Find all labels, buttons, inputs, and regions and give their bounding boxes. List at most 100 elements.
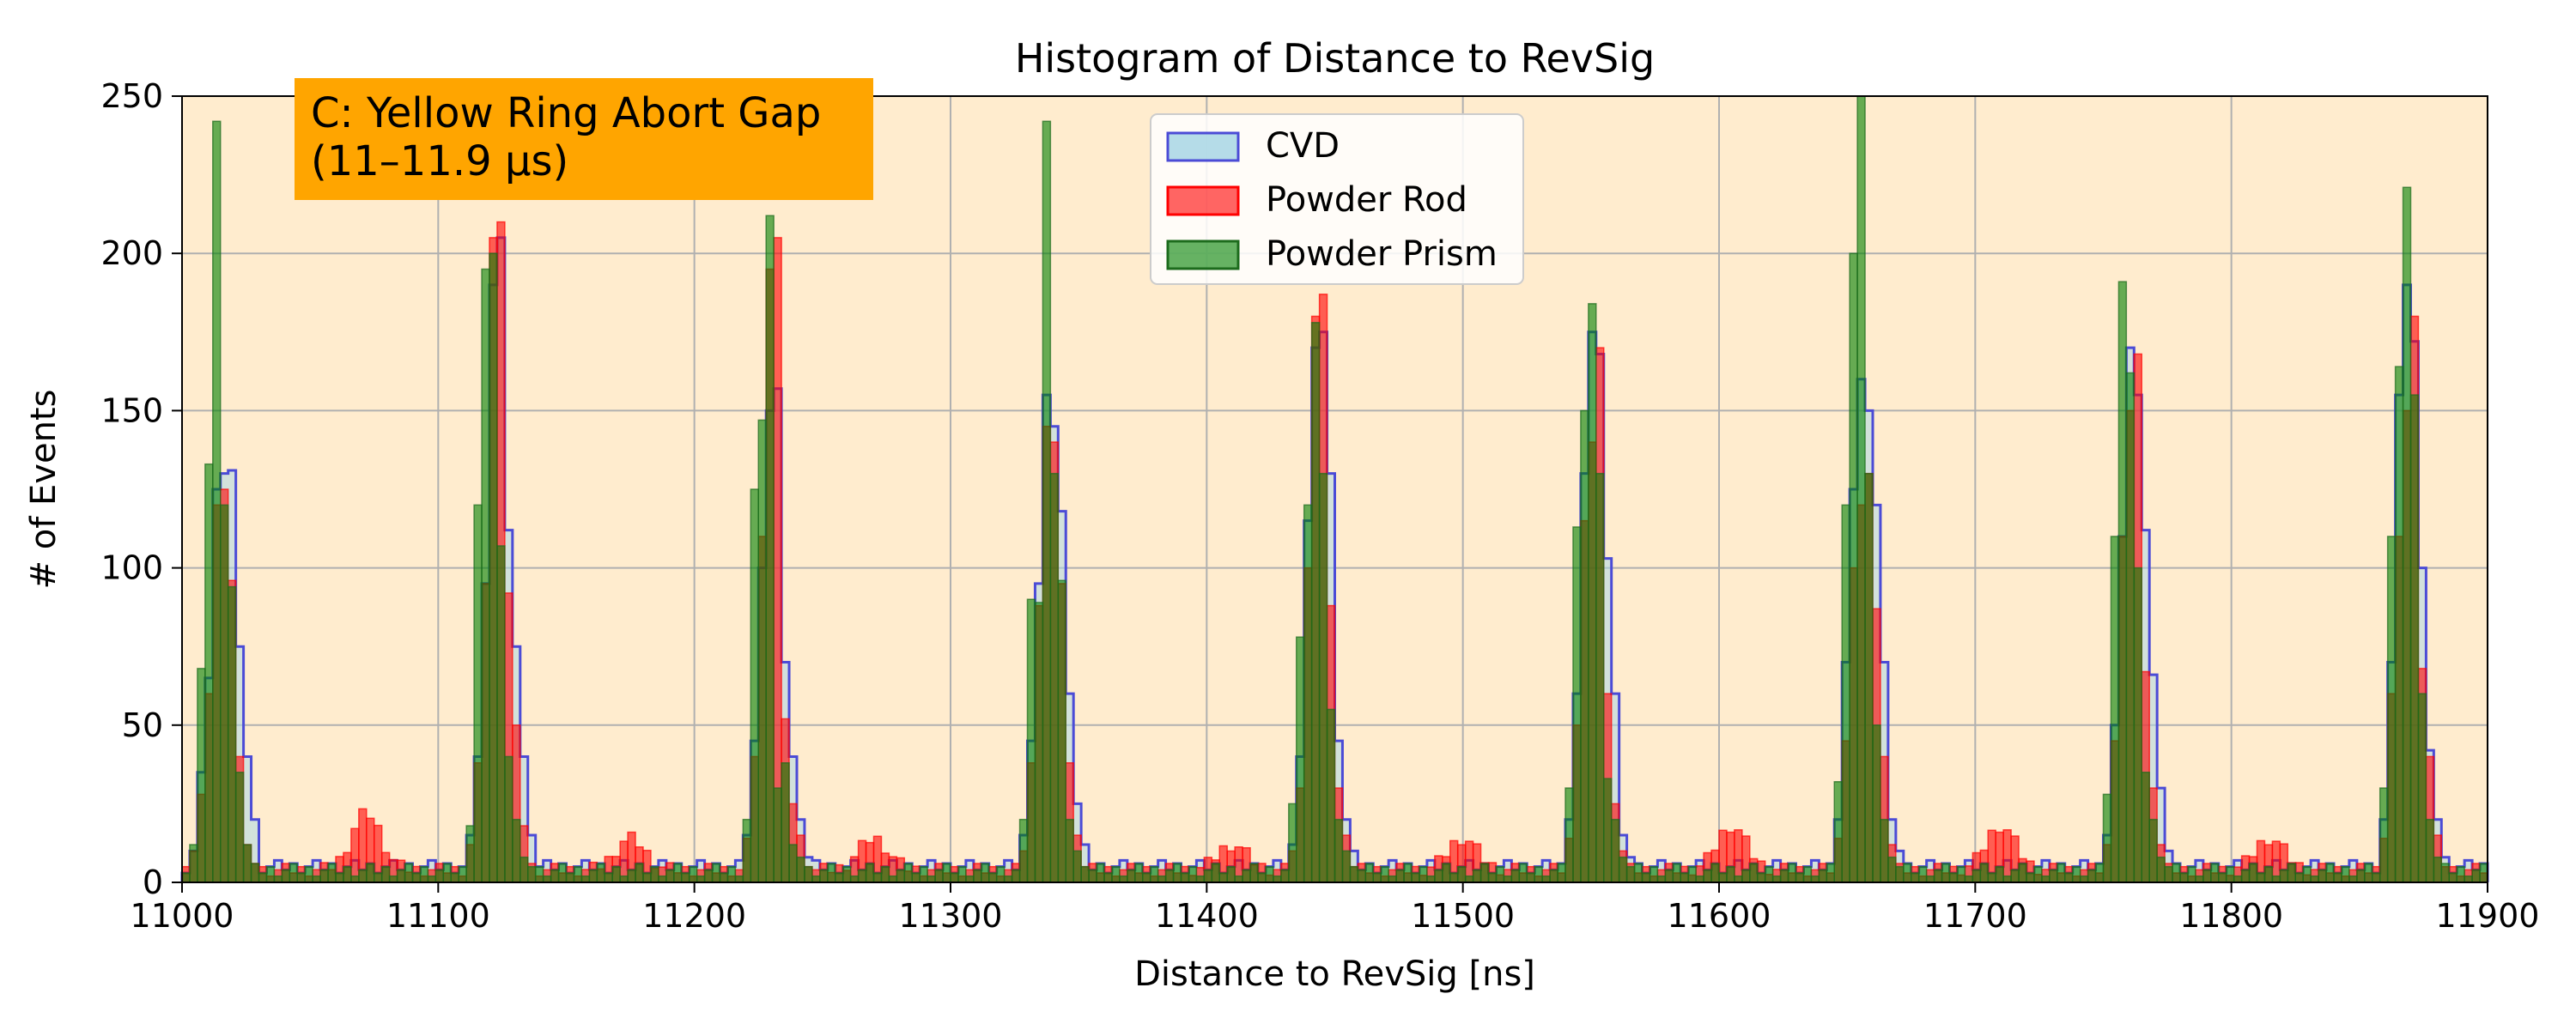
powder-prism-bar bbox=[2225, 865, 2235, 883]
y-tick-label: 200 bbox=[100, 234, 163, 272]
powder-prism-bar bbox=[1257, 872, 1267, 883]
powder-prism-bar bbox=[2110, 536, 2120, 883]
powder-prism-bar bbox=[1956, 865, 1966, 883]
powder-prism-bar bbox=[934, 869, 944, 883]
powder-prism-bar bbox=[1802, 865, 1813, 883]
powder-prism-bar bbox=[1849, 252, 1858, 883]
powder-prism-bar bbox=[242, 844, 252, 883]
powder-prism-bar bbox=[1188, 865, 1198, 883]
powder-prism-bar bbox=[2141, 772, 2150, 883]
powder-prism-bar bbox=[1695, 875, 1704, 883]
powder-prism-bar bbox=[650, 865, 659, 883]
powder-prism-bar bbox=[550, 869, 560, 883]
x-tick-label: 11900 bbox=[2436, 897, 2540, 935]
powder-prism-bar bbox=[496, 545, 506, 883]
powder-prism-bar bbox=[619, 875, 629, 883]
powder-prism-bar bbox=[580, 875, 591, 883]
powder-prism-bar bbox=[1049, 472, 1060, 883]
powder-prism-bar bbox=[1503, 875, 1513, 883]
powder-prism-bar bbox=[765, 215, 775, 883]
powder-prism-bar bbox=[312, 875, 321, 883]
powder-prism-bar bbox=[557, 863, 568, 883]
powder-prism-bar bbox=[289, 863, 298, 883]
powder-prism-bar bbox=[573, 865, 583, 883]
powder-prism-bar bbox=[880, 865, 890, 883]
powder-prism-bar bbox=[1265, 865, 1274, 883]
cvd-bar bbox=[1611, 694, 1619, 882]
powder-prism-bar bbox=[1357, 869, 1367, 883]
powder-prism-bar bbox=[1703, 869, 1712, 883]
powder-prism-bar bbox=[973, 869, 982, 883]
powder-prism-bar bbox=[688, 865, 698, 883]
powder-prism-bar bbox=[927, 875, 936, 883]
powder-prism-bar bbox=[635, 863, 644, 883]
legend-swatch bbox=[1166, 185, 1240, 216]
powder-prism-bar bbox=[1142, 872, 1151, 883]
powder-prism-bar bbox=[2356, 869, 2366, 883]
y-tick-label: 150 bbox=[100, 391, 163, 429]
powder-prism-bar bbox=[534, 865, 544, 883]
powder-prism-bar bbox=[1680, 872, 1689, 883]
powder-prism-bar bbox=[711, 863, 721, 883]
axis-ticks: 11000 11100 11200 11300 11400 11500 11600 11700… bbox=[100, 77, 2539, 935]
powder-prism-bar bbox=[2202, 869, 2212, 883]
powder-prism-bar bbox=[442, 863, 452, 883]
powder-prism-bar bbox=[2018, 863, 2027, 883]
x-tick-label: 11800 bbox=[2179, 897, 2283, 935]
powder-prism-bar bbox=[1449, 872, 1459, 883]
powder-prism-bar bbox=[2064, 872, 2074, 883]
powder-prism-bar bbox=[1610, 818, 1620, 883]
x-axis-label: Distance to RevSig [ns] bbox=[1134, 954, 1535, 994]
powder-prism-bar bbox=[1979, 863, 1990, 883]
powder-prism-bar bbox=[1872, 724, 1881, 883]
powder-prism-bar bbox=[1026, 598, 1036, 883]
powder-prism-bar bbox=[2364, 863, 2373, 883]
powder-prism-bar bbox=[1341, 850, 1352, 883]
powder-prism-bar bbox=[811, 875, 821, 883]
powder-prism-bar bbox=[2148, 818, 2158, 883]
powder-prism-bar bbox=[374, 872, 383, 883]
powder-prism-bar bbox=[2456, 865, 2465, 883]
powder-prism-bar bbox=[1003, 875, 1013, 883]
powder-prism-bar bbox=[849, 875, 860, 883]
powder-prism-bar bbox=[1541, 875, 1551, 883]
powder-prism-bar bbox=[2471, 869, 2481, 883]
powder-prism-bar bbox=[465, 825, 475, 883]
powder-prism-bar bbox=[2049, 869, 2058, 883]
powder-prism-bar bbox=[565, 872, 575, 883]
powder-prism-bar bbox=[358, 869, 368, 883]
powder-prism-bar bbox=[2372, 872, 2381, 883]
powder-prism-bar bbox=[1111, 865, 1121, 883]
powder-prism-bar bbox=[995, 865, 1005, 883]
powder-prism-bar bbox=[1042, 120, 1052, 883]
powder-prism-bar bbox=[220, 504, 229, 883]
powder-prism-bar bbox=[1072, 850, 1082, 883]
powder-prism-bar bbox=[396, 869, 406, 883]
powder-prism-bar bbox=[2195, 875, 2204, 883]
powder-prism-bar bbox=[2325, 863, 2335, 883]
powder-prism-bar bbox=[950, 872, 959, 883]
powder-prism-bar bbox=[1833, 781, 1843, 883]
powder-prism-bar bbox=[1472, 869, 1482, 883]
powder-prism-bar bbox=[1018, 818, 1029, 883]
powder-prism-bar bbox=[804, 865, 813, 883]
powder-prism-bar bbox=[2133, 566, 2143, 883]
powder-prism-bar bbox=[1925, 875, 1935, 883]
annotation-box: C: Yellow Ring Abort Gap (11–11.9 µs) bbox=[295, 78, 873, 200]
powder-prism-bar bbox=[1749, 863, 1759, 883]
powder-prism-bar bbox=[1195, 875, 1206, 883]
plot-area-frame bbox=[181, 95, 2488, 883]
powder-prism-bar bbox=[1495, 865, 1505, 883]
powder-prism-bar bbox=[627, 869, 636, 883]
powder-prism-bar bbox=[1434, 869, 1443, 883]
powder-prism-bar bbox=[888, 875, 898, 883]
powder-prism-bar bbox=[1326, 708, 1336, 883]
powder-prism-bar bbox=[2409, 394, 2420, 883]
powder-prism-bar bbox=[181, 872, 191, 883]
powder-prism-bar bbox=[273, 875, 283, 883]
powder-prism-bar bbox=[2172, 863, 2181, 883]
powder-prism-bar bbox=[1726, 865, 1735, 883]
powder-prism-bar bbox=[189, 844, 198, 883]
powder-prism-bar bbox=[2271, 875, 2281, 883]
powder-prism-bar bbox=[1442, 863, 1451, 883]
